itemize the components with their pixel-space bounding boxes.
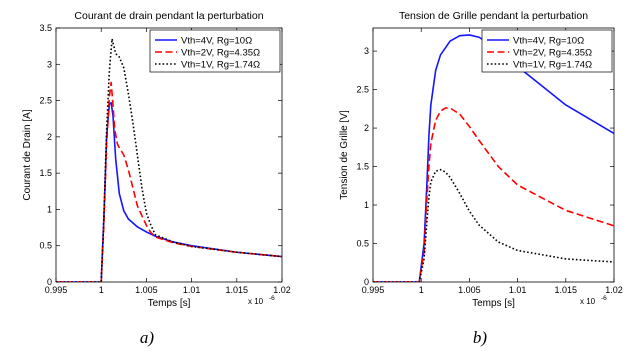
caption-a: a) <box>140 328 155 347</box>
y-tick-label: 0 <box>364 277 369 287</box>
x-multiplier-exponent: -6 <box>601 295 607 302</box>
x-tick-label: 1 <box>419 285 424 295</box>
y-tick-label: 2 <box>364 123 369 133</box>
x-multiplier-exponent: -6 <box>269 295 275 302</box>
legend-box <box>481 29 613 73</box>
series-line-3 <box>373 168 614 282</box>
chart-title: Courant de drain pendant la perturbation <box>74 10 263 22</box>
legend-label-1: Vth=4V, Rg=10Ω <box>181 35 252 46</box>
y-tick-label: 1.5 <box>39 168 52 178</box>
y-tick-label: 3 <box>47 59 52 69</box>
y-tick-label: 2 <box>47 132 52 142</box>
x-tick-label: 1.005 <box>135 285 158 295</box>
chart-gate-voltage: Tension de Grille pendant la perturbatio… <box>339 10 623 309</box>
legend-box <box>149 29 281 73</box>
x-tick-label: 0.995 <box>45 285 68 295</box>
x-multiplier-label: x 10 <box>580 297 596 306</box>
y-tick-label: 0.5 <box>39 241 52 251</box>
x-tick-label: 1.02 <box>605 285 623 295</box>
y-tick-label: 1.5 <box>356 162 369 172</box>
chart-title: Tension de Grille pendant la perturbatio… <box>399 10 588 22</box>
y-tick-label: 3.5 <box>39 23 52 33</box>
y-tick-label: 1 <box>47 204 52 214</box>
y-tick-label: 1 <box>364 200 369 210</box>
x-tick-label: 1.015 <box>555 285 578 295</box>
series-line-2 <box>373 107 614 282</box>
x-tick-label: 1.015 <box>226 285 249 295</box>
series-group <box>56 38 282 282</box>
y-axis-label: Courant de Drain [A] <box>22 109 33 200</box>
y-tick-label: 0.5 <box>356 239 369 249</box>
series-line-2 <box>56 81 282 282</box>
x-tick-label: 1.02 <box>273 285 291 295</box>
x-tick-label: 1.01 <box>509 285 527 295</box>
y-tick-label: 2.5 <box>39 96 52 106</box>
x-tick-label: 1.01 <box>183 285 201 295</box>
x-multiplier-label: x 10 <box>248 297 264 306</box>
legend-label-3: Vth=1V, Rg=1.74Ω <box>181 59 260 70</box>
chart-drain-current: Courant de drain pendant la perturbation… <box>22 10 291 309</box>
legend-label-2: Vth=2V, Rg=4.35Ω <box>513 47 592 58</box>
x-axis-label: Temps [s] <box>148 298 191 309</box>
x-axis-label: Temps [s] <box>472 298 515 309</box>
y-tick-label: 0 <box>47 277 52 287</box>
x-tick-label: 1.005 <box>458 285 481 295</box>
caption-b: b) <box>473 328 488 347</box>
y-tick-label: 2.5 <box>356 85 369 95</box>
legend-label-1: Vth=4V, Rg=10Ω <box>513 35 584 46</box>
x-tick-label: 0.995 <box>362 285 385 295</box>
y-tick-label: 3 <box>364 46 369 56</box>
legend-label-3: Vth=1V, Rg=1.74Ω <box>513 59 592 70</box>
legend-label-2: Vth=2V, Rg=4.35Ω <box>181 47 260 58</box>
y-axis-label: Tension de Grille [V] <box>339 110 350 200</box>
x-tick-label: 1 <box>99 285 104 295</box>
